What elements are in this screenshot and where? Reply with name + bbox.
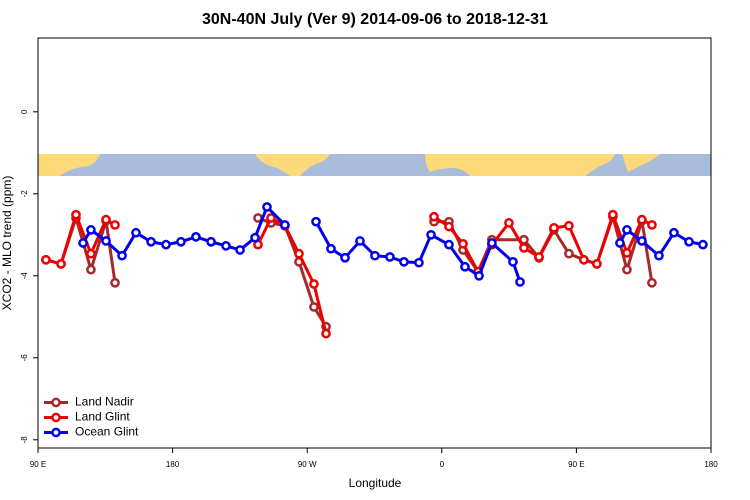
- legend-label: Land Nadir: [75, 395, 134, 409]
- y-axis-label: XCO2 - MLO trend (ppm): [0, 176, 14, 311]
- point: [487, 238, 497, 248]
- x-axis-label: Longitude: [349, 476, 402, 490]
- point: [647, 277, 657, 288]
- point: [101, 236, 111, 246]
- point: [250, 232, 260, 243]
- point: [86, 225, 96, 235]
- x-tick-label: 90 E: [30, 460, 46, 469]
- point: [608, 209, 618, 220]
- point: [78, 238, 88, 248]
- legend-marker: [51, 397, 61, 408]
- point: [508, 257, 518, 267]
- point: [622, 247, 632, 258]
- point: [669, 227, 679, 238]
- point: [515, 277, 525, 287]
- point: [647, 220, 657, 230]
- point: [399, 257, 409, 267]
- map-strip: [38, 154, 711, 176]
- x-tick-label: 180: [704, 460, 718, 469]
- point: [86, 264, 96, 275]
- point: [146, 236, 156, 247]
- y-tick-label: 0: [20, 109, 29, 114]
- y-tick-label: -8: [20, 436, 29, 444]
- legend-marker: [51, 427, 61, 438]
- point: [622, 264, 632, 275]
- point: [458, 238, 468, 249]
- point: [370, 250, 380, 261]
- point: [176, 236, 186, 247]
- legend-label: Ocean Glint: [75, 425, 139, 439]
- point: [385, 252, 395, 262]
- point: [504, 218, 514, 228]
- point: [684, 236, 694, 247]
- point: [321, 328, 331, 339]
- point: [41, 254, 51, 265]
- point: [206, 236, 216, 247]
- point: [280, 220, 290, 230]
- point: [637, 214, 647, 225]
- point: [191, 232, 201, 242]
- point: [326, 243, 336, 254]
- point: [131, 227, 141, 238]
- plot-frame: [37, 37, 712, 449]
- point: [355, 236, 365, 246]
- point: [309, 279, 319, 289]
- point: [637, 236, 647, 246]
- point: [117, 250, 127, 261]
- y-tick-label: -2: [20, 190, 29, 198]
- point: [311, 216, 321, 227]
- x-tick-label: 0: [440, 460, 445, 469]
- point: [266, 213, 276, 223]
- point: [110, 277, 120, 288]
- point: [110, 220, 120, 230]
- point: [294, 248, 304, 259]
- legend-marker: [51, 412, 61, 423]
- point: [564, 248, 574, 259]
- point: [429, 211, 439, 222]
- point: [474, 270, 484, 281]
- point: [340, 252, 350, 263]
- point: [519, 243, 529, 253]
- chart-title: 30N-40N July (Ver 9) 2014-09-06 to 2018-…: [202, 11, 548, 28]
- point: [534, 252, 544, 262]
- y-tick-label: -6: [20, 354, 29, 362]
- y-tick-label: -4: [20, 272, 29, 280]
- point: [86, 248, 96, 259]
- point: [564, 220, 574, 231]
- point: [615, 238, 625, 248]
- point: [549, 222, 559, 233]
- point: [592, 259, 602, 269]
- legend-label: Land Glint: [75, 410, 130, 424]
- point: [161, 239, 171, 250]
- x-tick-label: 90 E: [568, 460, 584, 469]
- point: [71, 209, 81, 220]
- point: [221, 241, 231, 251]
- point: [579, 254, 589, 265]
- point: [235, 245, 245, 255]
- point: [460, 261, 470, 272]
- point: [101, 214, 111, 225]
- point: [444, 239, 454, 250]
- point: [698, 239, 708, 250]
- point: [654, 250, 664, 261]
- point: [414, 257, 424, 268]
- x-tick-label: 90 W: [298, 460, 317, 469]
- point: [262, 202, 272, 212]
- point: [426, 229, 436, 240]
- point: [56, 259, 66, 269]
- point: [309, 302, 319, 312]
- point: [444, 221, 454, 232]
- x-tick-label: 180: [166, 460, 180, 469]
- point: [622, 225, 632, 235]
